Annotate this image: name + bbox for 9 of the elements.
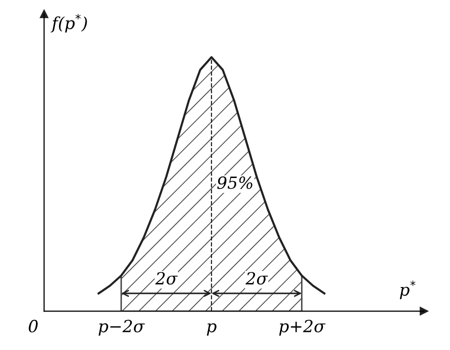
x-tick-label: p−2σ — [98, 320, 145, 336]
text: 0 — [28, 320, 38, 332]
annotation: 2σ — [246, 272, 268, 285]
x-tick-label: p — [206, 323, 216, 336]
x-axis-title: p$^{*}$ — [400, 280, 416, 300]
x-tick-label: p+2σ — [279, 320, 326, 336]
annotation: 95% — [217, 176, 252, 189]
y-axis-title: f(p$^{*}$) — [50, 14, 87, 33]
annotation: 2σ — [155, 272, 178, 285]
